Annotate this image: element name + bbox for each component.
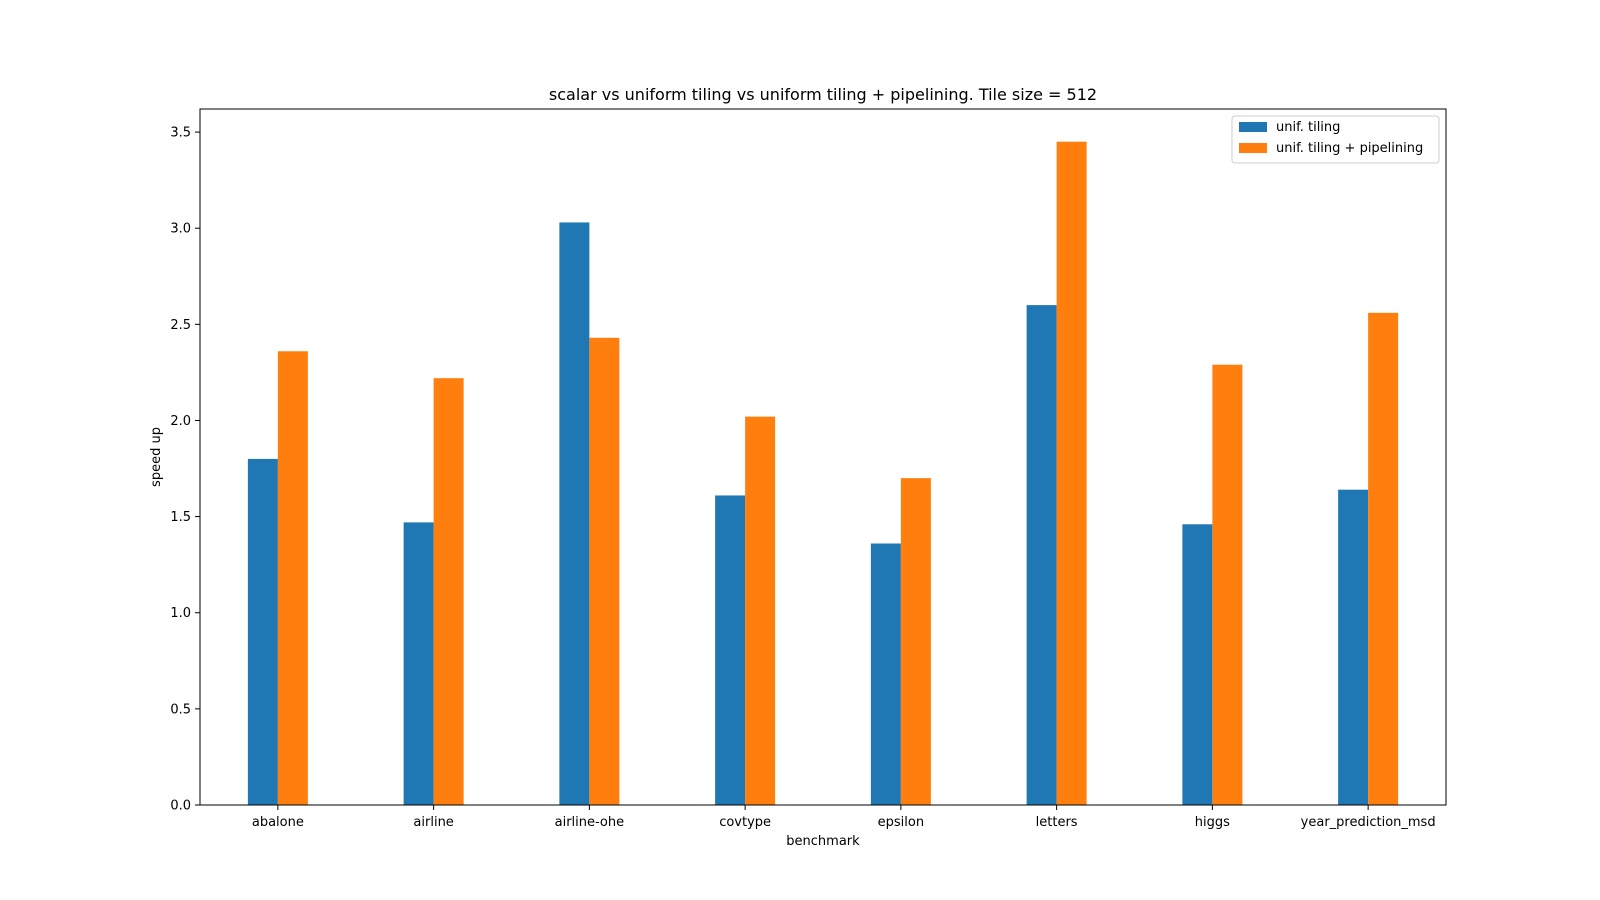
bar-epsilon-series-0 [870,543,901,805]
bar-airline-series-0 [403,522,434,805]
y-tick-label: 0.0 [170,799,191,814]
legend-label-unif-tiling: unif. tiling [1276,120,1340,135]
bar-covtype-series-1 [745,416,776,805]
x-tick-label: airline-ohe [555,815,625,830]
y-tick-label: 0.5 [170,702,191,717]
legend-swatch-unif-tiling-pipelining [1239,143,1267,153]
bar-higgs-series-0 [1182,524,1213,805]
y-axis-label: speed up [149,427,164,487]
y-tick-label: 1.0 [170,606,191,621]
y-axis: 0.0 0.5 1.0 1.5 2.0 2.5 3.0 3.5 [170,126,200,814]
legend: unif. tiling unif. tiling + pipelining [1231,115,1440,164]
x-axis: abalone airline airline-ohe covtype epsilon l… [252,805,1436,830]
legend-swatch-unif-tiling [1239,122,1267,132]
x-tick-label: covtype [719,815,771,830]
x-tick-label: abalone [252,815,304,830]
legend-label-unif-tiling-pipelining: unif. tiling + pipelining [1276,141,1423,156]
bar-year_prediction_msd-series-0 [1338,489,1369,805]
y-tick-label: 2.5 [170,318,191,333]
bar-epsilon-series-1 [900,478,931,805]
x-tick-label: letters [1036,815,1078,830]
bar-higgs-series-1 [1212,364,1243,805]
bar-letters-series-1 [1056,141,1087,806]
bar-letters-series-0 [1026,305,1057,805]
chart-title: scalar vs uniform tiling vs uniform tili… [549,85,1097,104]
bar-airline-ohe-series-1 [589,337,620,805]
bar-year_prediction_msd-series-1 [1368,312,1399,805]
x-tick-label: higgs [1195,815,1230,830]
bar-airline-series-1 [433,378,464,805]
x-axis-label: benchmark [786,834,860,849]
x-tick-label: year_prediction_msd [1301,815,1436,830]
plot-frame [199,108,1447,806]
y-tick-label: 1.5 [170,510,191,525]
y-tick-label: 3.5 [170,126,191,141]
bar-abalone-series-1 [277,351,308,805]
bar-abalone-series-0 [247,458,278,805]
legend-box [1231,115,1440,164]
bars-layer [247,141,1399,806]
bar-covtype-series-0 [715,495,746,805]
y-tick-label: 3.0 [170,222,191,237]
x-tick-label: airline [413,815,453,830]
x-tick-label: epsilon [878,815,924,830]
y-tick-label: 2.0 [170,414,191,429]
bar-airline-ohe-series-0 [559,222,590,805]
